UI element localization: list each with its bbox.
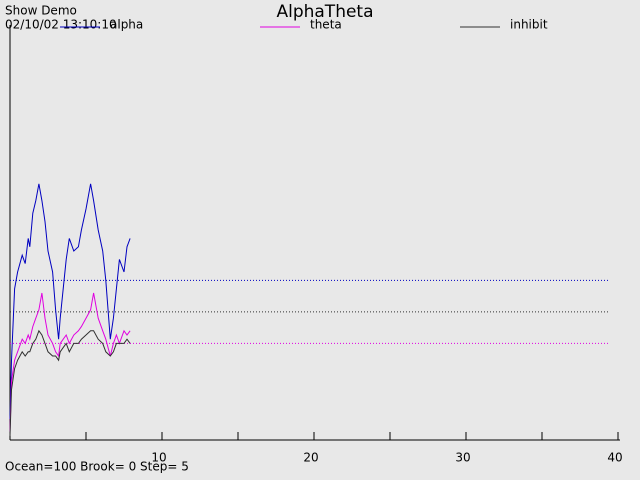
legend-label: theta <box>310 18 342 32</box>
x-tick-label: 30 <box>455 451 470 465</box>
legend-label: inhibit <box>510 18 548 32</box>
legend-label: alpha <box>110 18 143 32</box>
footer: Ocean=100 Brook= 0 Step= 5 <box>5 460 189 474</box>
header: Show Demo <box>5 4 77 18</box>
x-tick-label: 10 <box>151 451 166 465</box>
timestamp: 02/10/02 13:10:10 <box>5 18 117 32</box>
chart-title: AlphaTheta <box>276 2 373 22</box>
series-line <box>9 183 131 420</box>
x-tick-label: 20 <box>303 451 318 465</box>
x-tick-label: 40 <box>607 451 622 465</box>
series-line <box>9 329 131 436</box>
